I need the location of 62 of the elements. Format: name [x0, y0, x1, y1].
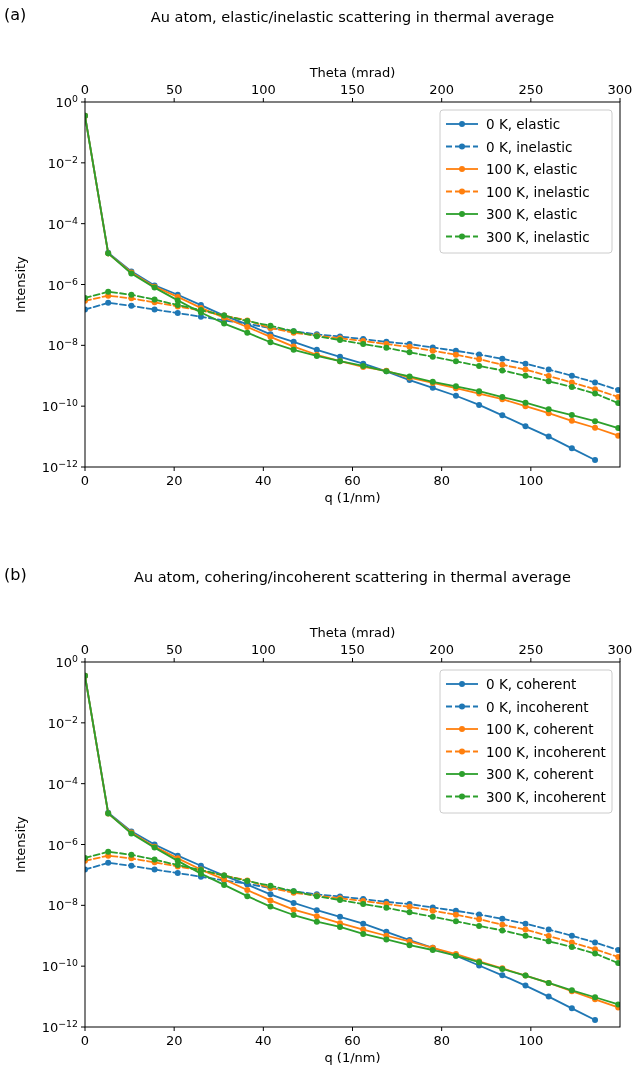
y-tick-label: 10$^{−8}$: [47, 335, 79, 354]
x2-axis-title: Theta (mrad): [308, 65, 396, 80]
x-axis-title: q (1/nm): [324, 1050, 381, 1065]
x2-tick-label: 200: [429, 642, 455, 657]
y-tick-label: 10$^{0}$: [55, 652, 79, 670]
x2-tick-label: 100: [250, 642, 276, 657]
y-tick-label: 10$^{−12}$: [41, 457, 79, 475]
x-tick-label: 80: [433, 1033, 450, 1048]
y-tick-label: 10$^{−8}$: [47, 895, 79, 914]
x-tick-label: 20: [165, 473, 183, 488]
x2-tick-label: 300: [607, 82, 633, 97]
text: (b): [4, 565, 27, 584]
legend-label: 100 K, elastic: [486, 161, 578, 177]
legend-label: 300 K, incoherent: [486, 788, 606, 805]
legend-label: 0 K, incoherent: [486, 698, 589, 715]
y-tick-label: 10$^{−10}$: [41, 396, 79, 415]
x2-tick-label: 100: [250, 82, 276, 97]
x-tick-label: 60: [344, 473, 361, 488]
y-tick-label: 10$^{−4}$: [47, 214, 79, 232]
legend-label: 0 K, coherent: [486, 676, 577, 692]
x-tick-label: 20: [165, 1033, 183, 1048]
y-tick-label: 10$^{0}$: [55, 92, 79, 110]
y-tick-label: 10$^{−6}$: [47, 835, 79, 853]
x2-tick-label: 200: [429, 82, 455, 97]
x2-axis-title: Theta (mrad): [308, 625, 396, 640]
x2-tick-label: 250: [518, 642, 544, 657]
x2-tick-label: 0: [80, 82, 90, 97]
x-tick-label: 40: [255, 473, 272, 488]
legend-label: 0 K, elastic: [486, 116, 561, 132]
x-tick-label: 0: [80, 1033, 90, 1048]
x-tick-label: 80: [433, 473, 450, 488]
x-tick-label: 100: [518, 473, 544, 488]
chart-title: Au atom, elastic/inelastic scattering in thermal average: [150, 9, 555, 25]
legend-label: 300 K, coherent: [486, 766, 594, 782]
legend-label: 100 K, inelastic: [486, 183, 590, 200]
legend-label: 0 K, inelastic: [486, 138, 573, 155]
x2-tick-label: 50: [165, 82, 183, 97]
x-tick-label: 0: [80, 473, 90, 488]
x2-tick-label: 0: [80, 642, 90, 657]
y-tick-label: 10$^{−2}$: [47, 153, 79, 171]
x2-tick-label: 250: [518, 82, 544, 97]
x-axis-title: q (1/nm): [324, 490, 381, 505]
x2-tick-label: 150: [340, 82, 365, 97]
x-tick-label: 60: [344, 1033, 361, 1048]
y-axis-title: Intensity: [13, 815, 28, 873]
y-tick-label: 10$^{−2}$: [47, 713, 79, 731]
legend-label: 300 K, elastic: [486, 206, 578, 222]
x2-tick-label: 50: [165, 642, 183, 657]
text: (a): [4, 5, 27, 24]
y-tick-label: 10$^{−6}$: [47, 275, 79, 293]
x-tick-label: 100: [518, 1033, 544, 1048]
y-tick-label: 10$^{−12}$: [41, 1017, 79, 1035]
x-tick-label: 40: [255, 1033, 272, 1048]
x2-tick-label: 150: [340, 642, 365, 657]
legend-label: 100 K, incoherent: [486, 743, 606, 760]
y-tick-label: 10$^{−10}$: [41, 956, 79, 975]
y-axis-title: Intensity: [13, 255, 28, 313]
x2-tick-label: 300: [607, 642, 633, 657]
chart-title: Au atom, cohering/incoherent scattering in thermal average: [134, 569, 572, 585]
legend-label: 300 K, inelastic: [486, 228, 590, 245]
y-tick-label: 10$^{−4}$: [47, 774, 79, 792]
legend-label: 100 K, coherent: [486, 721, 594, 737]
